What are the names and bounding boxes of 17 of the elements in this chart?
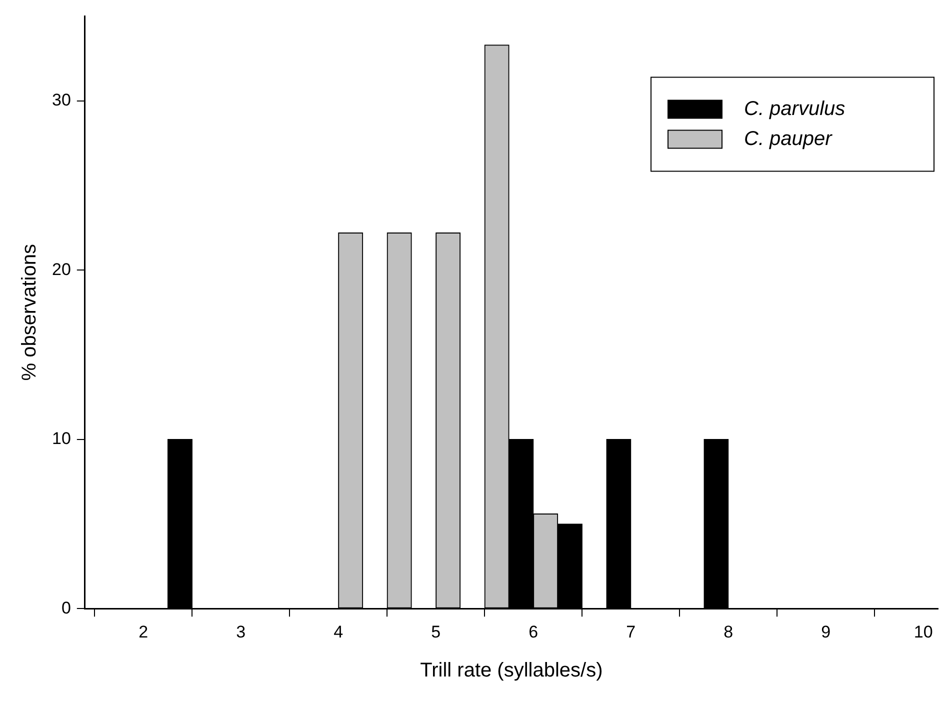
x-tick-label: 7	[626, 622, 636, 642]
x-tick-label: 9	[821, 622, 831, 642]
y-tick-label: 30	[52, 90, 71, 110]
x-tick-label: 4	[334, 622, 344, 642]
x-axis-title: Trill rate (syllables/s)	[420, 660, 603, 682]
y-tick-label: 0	[61, 598, 71, 618]
x-tick-label: 3	[236, 622, 246, 642]
x-tick-label: 8	[724, 622, 734, 642]
x-tick-label: 10	[914, 622, 933, 642]
x-tick-label: 6	[528, 622, 538, 642]
legend-label: C. pauper	[744, 128, 834, 150]
y-axis-title: % observations	[18, 244, 41, 381]
y-tick-label: 20	[52, 260, 71, 279]
x-tick-label: 5	[431, 622, 441, 642]
x-tick-label: 2	[138, 622, 148, 642]
y-tick-label: 10	[52, 429, 71, 448]
legend-label: C. parvulus	[744, 98, 846, 120]
